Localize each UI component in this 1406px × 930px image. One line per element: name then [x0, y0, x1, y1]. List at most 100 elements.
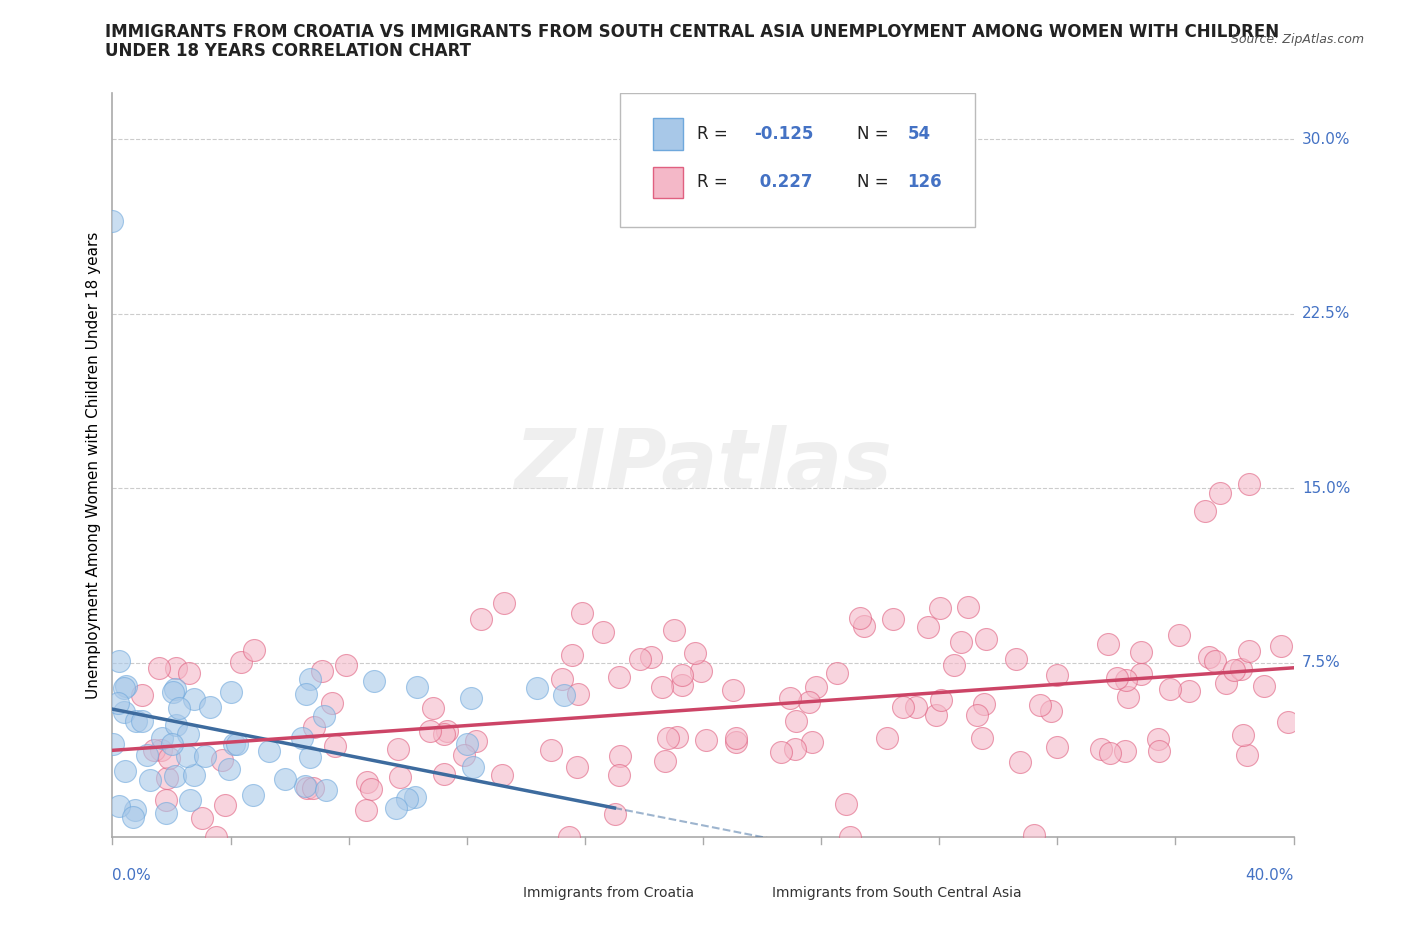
Point [406, 679, 429, 694]
Point [165, 682, 187, 697]
Point [114, 704, 136, 719]
Point [1130, 644, 1153, 659]
Point [972, 731, 994, 746]
Point [363, 674, 385, 689]
Text: 30.0%: 30.0% [1302, 132, 1350, 147]
Point [974, 631, 997, 646]
Point [1270, 639, 1292, 654]
Point [222, 737, 245, 751]
Point [194, 749, 217, 764]
Point [1204, 653, 1226, 668]
Point [605, 806, 627, 821]
Point [526, 681, 548, 696]
Bar [478, 878, 516, 908]
Point [167, 700, 190, 715]
Point [1114, 743, 1136, 758]
Text: 54: 54 [907, 125, 931, 143]
Point [395, 791, 418, 806]
Point [312, 709, 335, 724]
Point [800, 735, 823, 750]
Point [769, 745, 792, 760]
Point [257, 743, 280, 758]
Point [211, 753, 233, 768]
Point [388, 770, 411, 785]
Point [323, 738, 346, 753]
Point [721, 683, 744, 698]
Bar [654, 118, 683, 150]
Point [1040, 703, 1063, 718]
Point [609, 749, 631, 764]
Point [966, 708, 988, 723]
Text: R =: R = [697, 125, 728, 143]
Point [956, 600, 979, 615]
Point [176, 749, 198, 764]
Point [470, 611, 492, 626]
Point [1223, 662, 1246, 677]
Point [191, 810, 214, 825]
Point [671, 677, 693, 692]
Point [558, 830, 581, 844]
Point [460, 691, 482, 706]
Point [183, 767, 205, 782]
Point [112, 681, 135, 696]
Point [183, 691, 205, 706]
Point [882, 612, 904, 627]
Point [155, 805, 177, 820]
Point [839, 830, 862, 844]
Point [1239, 644, 1261, 658]
Point [290, 730, 312, 745]
Text: Immigrants from Croatia: Immigrants from Croatia [523, 885, 695, 900]
Point [804, 680, 827, 695]
Point [1232, 727, 1254, 742]
Point [298, 750, 321, 764]
Point [433, 726, 456, 741]
Point [1090, 741, 1112, 756]
Point [465, 734, 488, 749]
Point [904, 699, 927, 714]
Point [165, 660, 187, 675]
Point [657, 730, 679, 745]
Point [242, 788, 264, 803]
Point [567, 760, 589, 775]
Point [302, 720, 325, 735]
Point [685, 645, 707, 660]
Point [108, 799, 131, 814]
Text: ZIPatlas: ZIPatlas [515, 424, 891, 506]
Point [553, 687, 575, 702]
Point [433, 766, 456, 781]
Point [122, 809, 145, 824]
Text: Immigrants from South Central Asia: Immigrants from South Central Asia [772, 885, 1021, 900]
Point [177, 666, 200, 681]
Text: Source: ZipAtlas.com: Source: ZipAtlas.com [1230, 33, 1364, 46]
Point [1118, 689, 1140, 704]
Point [156, 770, 179, 785]
Point [724, 734, 747, 749]
Point [799, 695, 821, 710]
Point [150, 743, 173, 758]
Point [225, 737, 247, 751]
Point [157, 751, 180, 765]
Point [131, 688, 153, 703]
Point [360, 782, 382, 797]
Point [243, 643, 266, 658]
Point [893, 700, 915, 715]
Point [928, 601, 950, 616]
Point [1230, 661, 1253, 676]
Point [785, 714, 807, 729]
Point [356, 775, 378, 790]
Point [671, 668, 693, 683]
Point [1045, 668, 1067, 683]
Bar [727, 878, 765, 908]
Point [298, 671, 321, 686]
Point [179, 793, 201, 808]
Point [205, 830, 228, 844]
Point [356, 803, 378, 817]
Point [115, 679, 138, 694]
Point [101, 214, 124, 229]
Point [1097, 636, 1119, 651]
Point [335, 658, 357, 672]
Point [973, 697, 995, 711]
Point [456, 737, 478, 751]
Point [931, 692, 953, 707]
Point [419, 724, 441, 738]
